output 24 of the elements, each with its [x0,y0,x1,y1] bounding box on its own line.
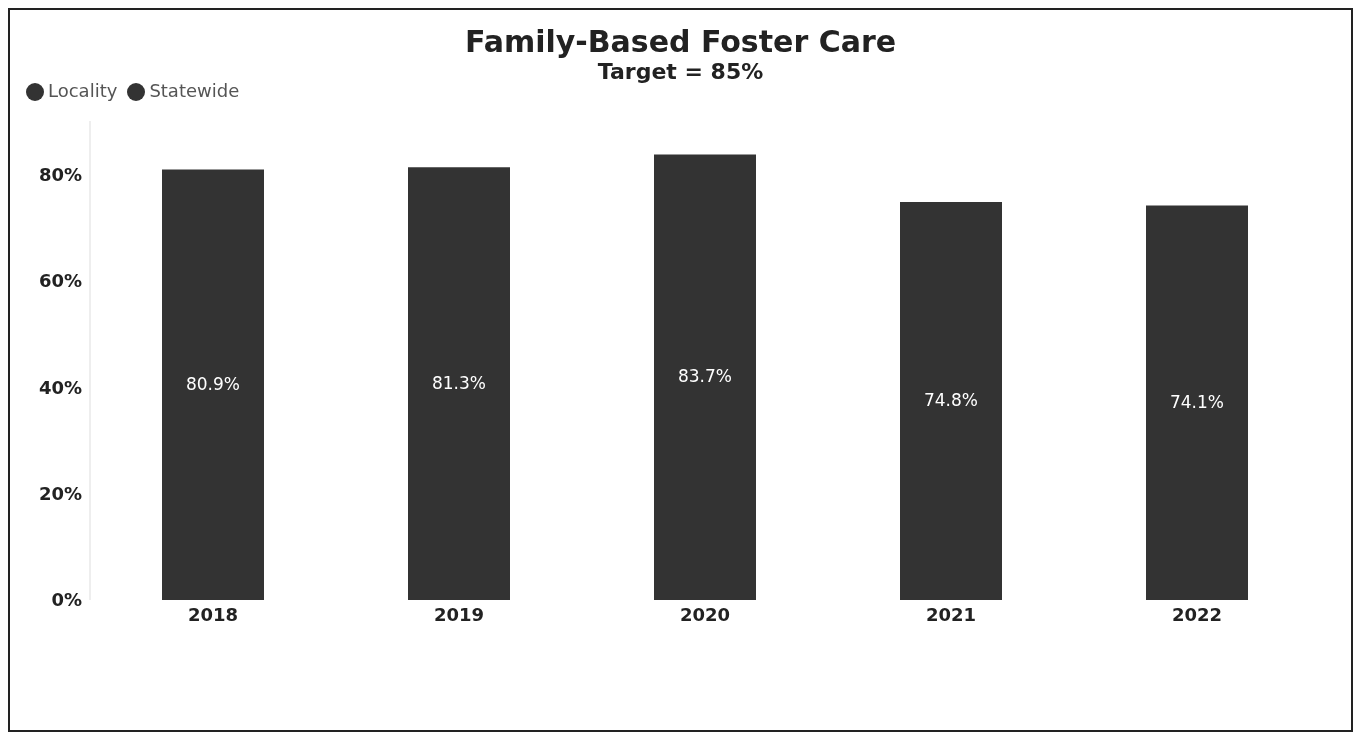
chart-subtitle: Target = 85% [597,59,764,84]
y-tick-label: 20% [38,482,82,504]
data-label: 74.1% [1169,391,1225,412]
y-tick-label: 80% [38,163,82,185]
y-tick-label: 0% [51,589,82,611]
x-tick-label: 2019 [433,603,485,625]
y-tick-label: 40% [38,376,82,398]
legend-label: Statewide [149,80,240,101]
x-tick-label: 2020 [679,603,731,625]
bar [162,169,264,600]
data-label: 83.7% [677,366,733,387]
x-tick-label: 2018 [187,603,239,625]
bar [900,201,1002,600]
bar [654,154,756,600]
legend-label: Locality [48,80,118,101]
data-label: 80.9% [185,373,241,394]
x-tick-label: 2022 [1171,603,1223,625]
bar [1146,205,1248,600]
y-tick-label: 60% [38,270,82,292]
bar [408,167,510,600]
x-tick-label: 2021 [925,603,977,625]
data-label: 74.8% [923,389,979,410]
data-label: 81.3% [431,372,487,393]
chart-title: Family-Based Foster Care [463,24,898,59]
